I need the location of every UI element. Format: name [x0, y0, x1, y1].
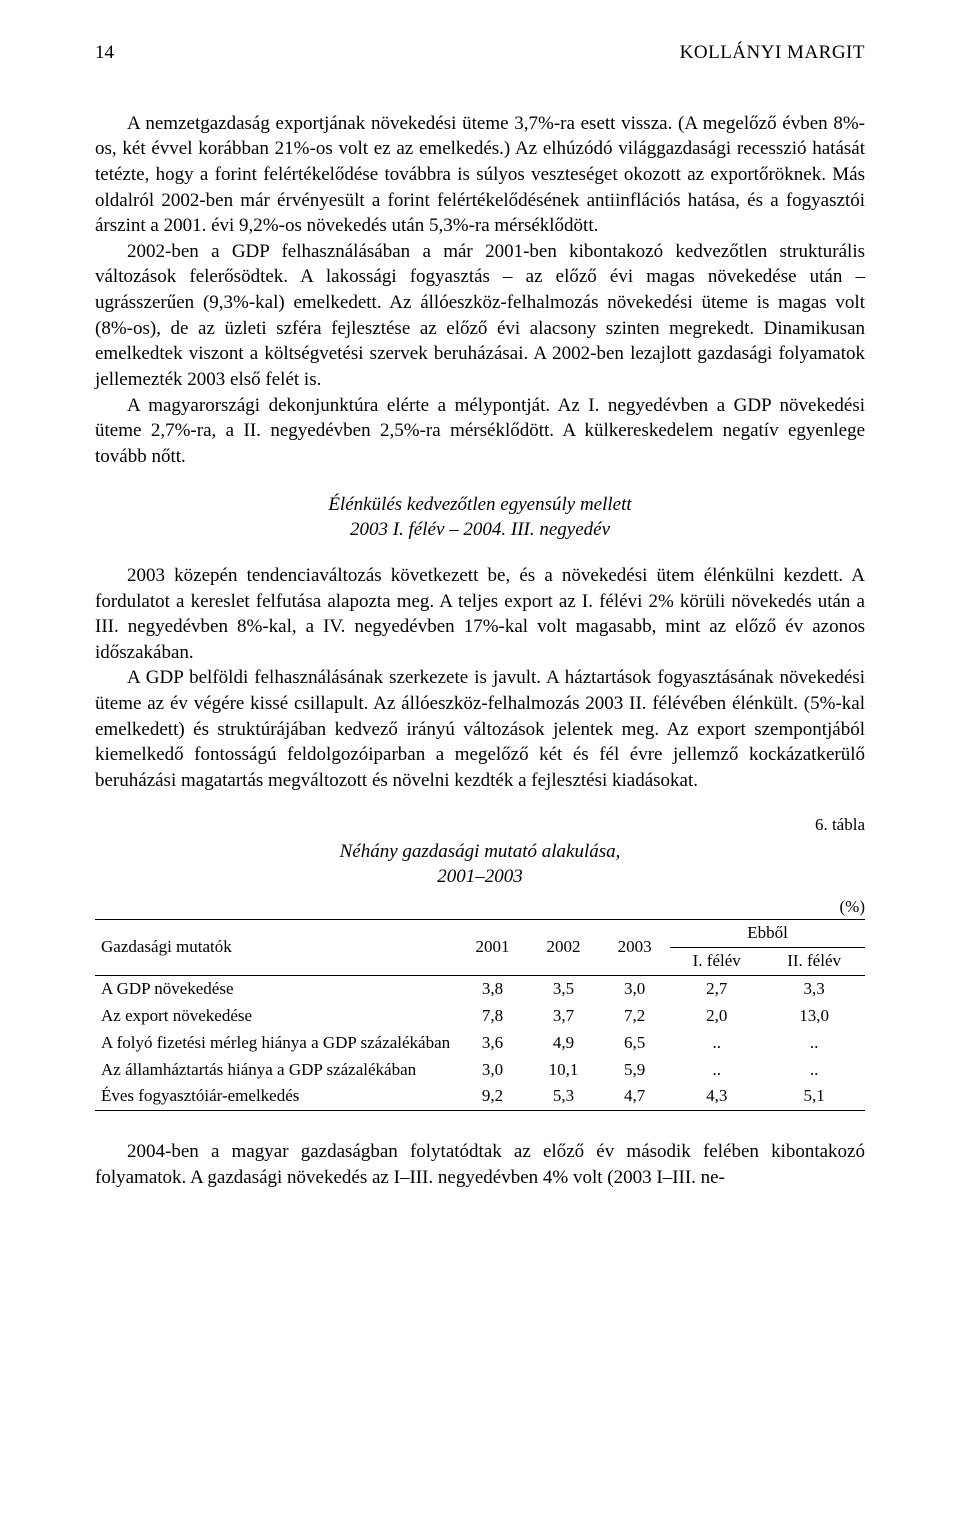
table-row: Éves fogyasztóiár-emelkedés9,25,34,74,35…: [95, 1083, 865, 1110]
table-cell-value: ..: [670, 1030, 763, 1057]
table-cell-value: 13,0: [763, 1003, 865, 1030]
table-row: A GDP növekedése3,83,53,02,73,3: [95, 975, 865, 1002]
page-header: 14 KOLLÁNYI MARGIT: [95, 40, 865, 66]
body-content-after: 2004-ben a magyar gazdaságban folytatódt…: [95, 1139, 865, 1190]
table-unit: (%): [95, 896, 865, 919]
paragraph-2: 2002-ben a GDP felhasználásában a már 20…: [95, 239, 865, 393]
table-row: Az államháztartás hiánya a GDP százaléká…: [95, 1057, 865, 1084]
table-cell-value: 4,3: [670, 1083, 763, 1110]
economic-indicators-table: Gazdasági mutatók 2001 2002 2003 Ebből I…: [95, 919, 865, 1112]
table-cell-name: A folyó fizetési mérleg hiánya a GDP szá…: [95, 1030, 457, 1057]
table-cell-value: 2,0: [670, 1003, 763, 1030]
table-cell-value: 2,7: [670, 975, 763, 1002]
table-cell-name: Éves fogyasztóiár-emelkedés: [95, 1083, 457, 1110]
paragraph-1: A nemzetgazdaság exportjának növekedési …: [95, 111, 865, 239]
table-title: Néhány gazdasági mutató alakulása,: [95, 839, 865, 865]
table-header-2003: 2003: [599, 919, 670, 975]
paragraph-5: A GDP belföldi felhasználásának szerkeze…: [95, 665, 865, 793]
table-cell-value: ..: [670, 1057, 763, 1084]
body-content: A nemzetgazdaság exportjának növekedési …: [95, 111, 865, 794]
table-cell-value: 3,3: [763, 975, 865, 1002]
table-header-2001: 2001: [457, 919, 528, 975]
page-number: 14: [95, 40, 114, 66]
table-header-ebbol: Ebből: [670, 919, 865, 947]
table-cell-value: 3,8: [457, 975, 528, 1002]
section-subtitle: 2003 I. félév – 2004. III. negyedév: [95, 517, 865, 543]
table-cell-value: ..: [763, 1057, 865, 1084]
section-title: Élénkülés kedvezőtlen egyensúly mellett: [95, 492, 865, 518]
table-cell-name: Az export növekedése: [95, 1003, 457, 1030]
table-cell-value: 5,3: [528, 1083, 599, 1110]
table-cell-value: 6,5: [599, 1030, 670, 1057]
table-row: A folyó fizetési mérleg hiánya a GDP szá…: [95, 1030, 865, 1057]
paragraph-4: 2003 közepén tendenciaváltozás következe…: [95, 563, 865, 666]
paragraph-6: 2004-ben a magyar gazdaságban folytatódt…: [95, 1139, 865, 1190]
table-header-indicators: Gazdasági mutatók: [95, 919, 457, 975]
table-cell-value: 5,9: [599, 1057, 670, 1084]
author-name: KOLLÁNYI MARGIT: [680, 40, 865, 66]
table-header-half2: II. félév: [763, 947, 865, 975]
table-cell-value: ..: [763, 1030, 865, 1057]
table-cell-value: 3,0: [457, 1057, 528, 1084]
table-header-half1: I. félév: [670, 947, 763, 975]
table-cell-value: 7,8: [457, 1003, 528, 1030]
table-cell-value: 3,5: [528, 975, 599, 1002]
table-cell-name: A GDP növekedése: [95, 975, 457, 1002]
table-cell-value: 3,6: [457, 1030, 528, 1057]
table-cell-value: 9,2: [457, 1083, 528, 1110]
table-header-2002: 2002: [528, 919, 599, 975]
table-cell-value: 3,7: [528, 1003, 599, 1030]
table-cell-name: Az államháztartás hiánya a GDP százaléká…: [95, 1057, 457, 1084]
table-cell-value: 5,1: [763, 1083, 865, 1110]
table-cell-value: 10,1: [528, 1057, 599, 1084]
table-cell-value: 3,0: [599, 975, 670, 1002]
table-cell-value: 7,2: [599, 1003, 670, 1030]
paragraph-3: A magyarországi dekonjunktúra elérte a m…: [95, 393, 865, 470]
table-cell-value: 4,9: [528, 1030, 599, 1057]
table-label: 6. tábla: [95, 814, 865, 837]
table-years: 2001–2003: [95, 864, 865, 890]
table-cell-value: 4,7: [599, 1083, 670, 1110]
table-row: Az export növekedése7,83,77,22,013,0: [95, 1003, 865, 1030]
